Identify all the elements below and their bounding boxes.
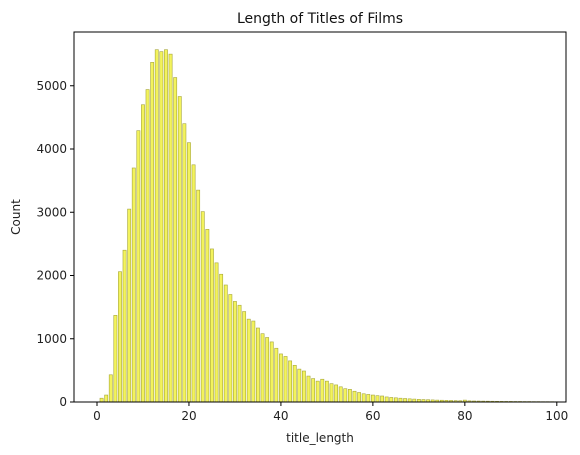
x-axis-ticks: 0 20 40 60 80 100	[93, 402, 568, 423]
histogram-bar	[145, 89, 150, 403]
histogram-bar	[283, 356, 288, 403]
histogram-bar	[288, 360, 293, 403]
histogram-bar	[311, 378, 316, 403]
histogram-bar	[324, 380, 329, 403]
histogram-bar	[292, 365, 297, 403]
histogram-bar	[187, 142, 191, 403]
histogram-bar	[315, 380, 320, 403]
histogram-bar	[361, 393, 366, 403]
histogram-bar	[260, 333, 265, 403]
histogram-bar	[380, 395, 384, 403]
histogram-bar	[99, 397, 104, 403]
histogram-bar	[301, 370, 306, 403]
histogram-bar	[274, 347, 279, 403]
histogram-bar	[141, 104, 145, 403]
histogram-bar	[210, 248, 214, 403]
histogram-bar	[164, 49, 168, 403]
histogram-bar	[173, 77, 178, 403]
x-tick-label: 0	[93, 409, 101, 423]
histogram-bar	[343, 388, 348, 403]
histogram-bar	[306, 375, 311, 403]
y-axis-ticks: 0 1000 2000 3000 4000 5000	[36, 79, 74, 409]
histogram-bar	[246, 318, 251, 403]
histogram-bar	[159, 51, 164, 403]
histogram-bar	[384, 396, 389, 403]
histogram-bar	[182, 123, 187, 403]
histogram-bar	[113, 315, 118, 403]
histogram-bar	[297, 368, 302, 403]
x-tick-label: 80	[457, 409, 472, 423]
histogram-bar	[127, 208, 132, 403]
histogram-bar	[237, 304, 242, 403]
bars-group	[99, 49, 559, 403]
histogram-bar	[219, 273, 224, 403]
histogram-bar	[205, 229, 210, 403]
x-tick-label: 100	[545, 409, 568, 423]
y-tick-label: 3000	[36, 205, 67, 219]
histogram-bar	[320, 378, 325, 403]
y-axis-label: Count	[9, 199, 23, 235]
plot-frame	[73, 31, 567, 403]
y-tick-label: 5000	[36, 79, 67, 93]
histogram-bar	[256, 327, 260, 403]
y-tick-label: 1000	[36, 332, 67, 346]
histogram-bar	[131, 167, 136, 403]
histogram-bar	[136, 130, 141, 403]
histogram-bar	[122, 249, 127, 403]
histogram-bar	[228, 294, 233, 403]
histogram-bar	[403, 398, 407, 403]
histogram-bar	[223, 284, 228, 403]
histogram-bar	[389, 397, 394, 403]
histogram-bar	[233, 301, 237, 403]
histogram-bar	[357, 392, 361, 403]
histogram-bar	[269, 341, 274, 403]
histogram-bar	[200, 211, 205, 403]
histogram-bar	[196, 189, 201, 403]
x-tick-label: 20	[181, 409, 196, 423]
histogram-bar	[118, 271, 122, 403]
y-tick-label: 0	[59, 395, 67, 409]
histogram-bar	[177, 96, 182, 403]
histogram-bar	[329, 383, 334, 403]
histogram-bar	[108, 374, 113, 403]
histogram-bar	[168, 53, 173, 403]
histogram-bar	[154, 49, 159, 403]
histogram-bar	[251, 320, 256, 403]
histogram-bar	[334, 384, 339, 403]
histogram-bar	[375, 395, 380, 403]
histogram-bar	[366, 394, 371, 403]
x-tick-label: 40	[273, 409, 288, 423]
histogram-bar	[150, 62, 155, 403]
histogram-bar	[242, 311, 247, 403]
histogram-bar	[214, 262, 219, 403]
y-tick-label: 2000	[36, 269, 67, 283]
y-tick-label: 4000	[36, 142, 67, 156]
x-axis-label: title_length	[286, 431, 354, 445]
histogram-bar	[393, 397, 398, 403]
histogram-bar	[352, 390, 357, 403]
histogram-bar	[370, 394, 375, 403]
histogram-bar	[347, 389, 352, 403]
histogram-bar	[191, 164, 196, 403]
histogram-bar	[265, 337, 270, 403]
chart-title: Length of Titles of Films	[237, 11, 403, 27]
histogram-bar	[104, 394, 109, 403]
x-tick-label: 60	[365, 409, 380, 423]
histogram-bar	[398, 397, 403, 403]
histogram-bar	[279, 353, 283, 403]
histogram-bar	[338, 386, 343, 403]
